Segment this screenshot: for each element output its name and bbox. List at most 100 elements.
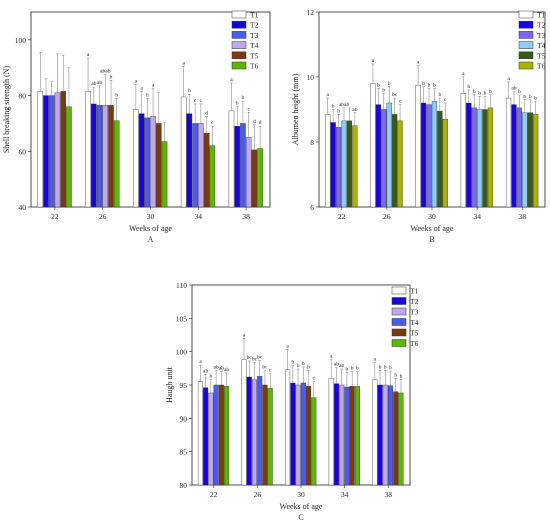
- significance-letter: ab: [334, 362, 339, 368]
- legend-label: T3: [537, 31, 546, 40]
- significance-letter: a: [135, 78, 138, 84]
- legend-label: T2: [250, 21, 259, 30]
- y-tick-label: 90: [180, 414, 188, 423]
- bar-t5: [108, 105, 114, 208]
- legend-label: T6: [250, 62, 259, 71]
- bar-t3: [339, 384, 345, 486]
- x-tick-label: 26: [99, 212, 107, 221]
- x-tick-label: 30: [147, 212, 155, 221]
- bar-t3: [295, 384, 301, 486]
- significance-letter: b: [484, 91, 487, 97]
- legend-swatch-t2: [231, 20, 247, 29]
- y-axis-title: Albumen height (mm): [291, 73, 300, 145]
- y-tick-label: 12: [307, 8, 315, 17]
- bar-t2: [375, 104, 381, 208]
- bar-t5: [60, 91, 66, 208]
- legend-swatch-t4: [231, 41, 247, 49]
- bar-t3: [382, 384, 388, 486]
- significance-letter: ab: [97, 80, 102, 86]
- significance-letter: b: [478, 91, 481, 97]
- bar-t6: [352, 125, 358, 208]
- bar-t4: [300, 382, 306, 486]
- legend-swatch-t4: [391, 318, 407, 326]
- bar-t2: [43, 95, 49, 208]
- x-tick-label: 34: [341, 490, 349, 499]
- bar-t2: [511, 104, 517, 208]
- bar-t3: [96, 105, 103, 208]
- bar-t1: [228, 110, 235, 208]
- bar-t1: [325, 114, 331, 208]
- significance-letter: bc: [252, 356, 258, 362]
- bar-t5: [527, 112, 533, 208]
- bar-t5: [218, 384, 224, 486]
- y-tick-label: 6: [310, 203, 314, 212]
- significance-letter: a: [417, 60, 420, 66]
- significance-letter: b: [346, 366, 349, 372]
- legend-label: T2: [410, 297, 419, 306]
- bar-t6: [311, 397, 317, 486]
- legend-swatch-t1: [518, 10, 534, 19]
- significance-letter: a: [462, 71, 465, 77]
- significance-letter: b: [188, 88, 191, 94]
- bar-t5: [349, 386, 355, 486]
- bar-t4: [257, 376, 263, 486]
- bar-t2: [290, 382, 296, 486]
- significance-letter: b: [302, 361, 305, 367]
- bar-t1: [180, 96, 187, 208]
- bar-t1: [241, 359, 247, 486]
- y-tick-label: 80: [19, 92, 27, 101]
- significance-letter: b: [428, 82, 431, 88]
- x-tick-label: 30: [297, 490, 305, 499]
- legend-label: T1: [410, 287, 419, 296]
- significance-letter: b: [394, 372, 397, 378]
- legend-label: T6: [537, 62, 546, 71]
- bar-t1: [505, 97, 512, 208]
- legend-swatch-t1: [231, 10, 247, 19]
- x-tick-label: 38: [384, 490, 392, 499]
- bar-t5: [306, 386, 312, 486]
- bar-t5: [393, 391, 399, 486]
- x-tick-label: 34: [473, 212, 481, 221]
- legend-label: T5: [410, 329, 419, 338]
- legend-swatch-t3: [231, 31, 247, 39]
- bar-t6: [397, 120, 403, 208]
- significance-letter: ab: [203, 368, 208, 374]
- y-axis-title: Shell breaking strength (N): [2, 66, 11, 154]
- significance-letter: a: [243, 332, 246, 338]
- y-tick-label: 100: [176, 348, 188, 357]
- bar-t4: [245, 137, 252, 208]
- bar-t3: [516, 107, 523, 208]
- legend-swatch-t6: [391, 339, 407, 347]
- bar-t3: [335, 127, 342, 208]
- bar-t2: [138, 113, 145, 208]
- bar-t5: [482, 109, 488, 208]
- significance-letter: ab: [224, 367, 229, 373]
- bar-t4: [522, 112, 528, 208]
- significance-letter: bc: [247, 355, 253, 361]
- bar-t4: [431, 101, 438, 208]
- significance-letter: c: [313, 376, 316, 382]
- bar-t4: [388, 385, 394, 486]
- significance-letter: c: [269, 368, 272, 374]
- legend-swatch-t6: [231, 61, 247, 70]
- significance-letter: b: [291, 360, 294, 366]
- x-axis-title: Weeks of age: [280, 502, 323, 511]
- x-tick-label: 22: [338, 212, 346, 221]
- y-tick-label: 80: [180, 481, 188, 490]
- bar-t4: [198, 123, 204, 208]
- significance-letter: bc: [392, 92, 398, 98]
- bar-t2: [246, 376, 252, 486]
- bar-t3: [471, 107, 477, 208]
- y-tick-label: 110: [176, 281, 187, 290]
- y-tick-label: 10: [307, 73, 315, 82]
- x-tick-label: 22: [51, 212, 59, 221]
- significance-letter: b: [307, 364, 310, 370]
- bar-t6: [442, 119, 448, 208]
- legend-swatch-t6: [518, 61, 534, 70]
- y-tick-label: 60: [19, 147, 27, 156]
- significance-letter: ab: [339, 363, 344, 369]
- bar-t5: [251, 149, 258, 208]
- significance-letter: b: [438, 92, 441, 98]
- significance-letter: a: [199, 359, 202, 365]
